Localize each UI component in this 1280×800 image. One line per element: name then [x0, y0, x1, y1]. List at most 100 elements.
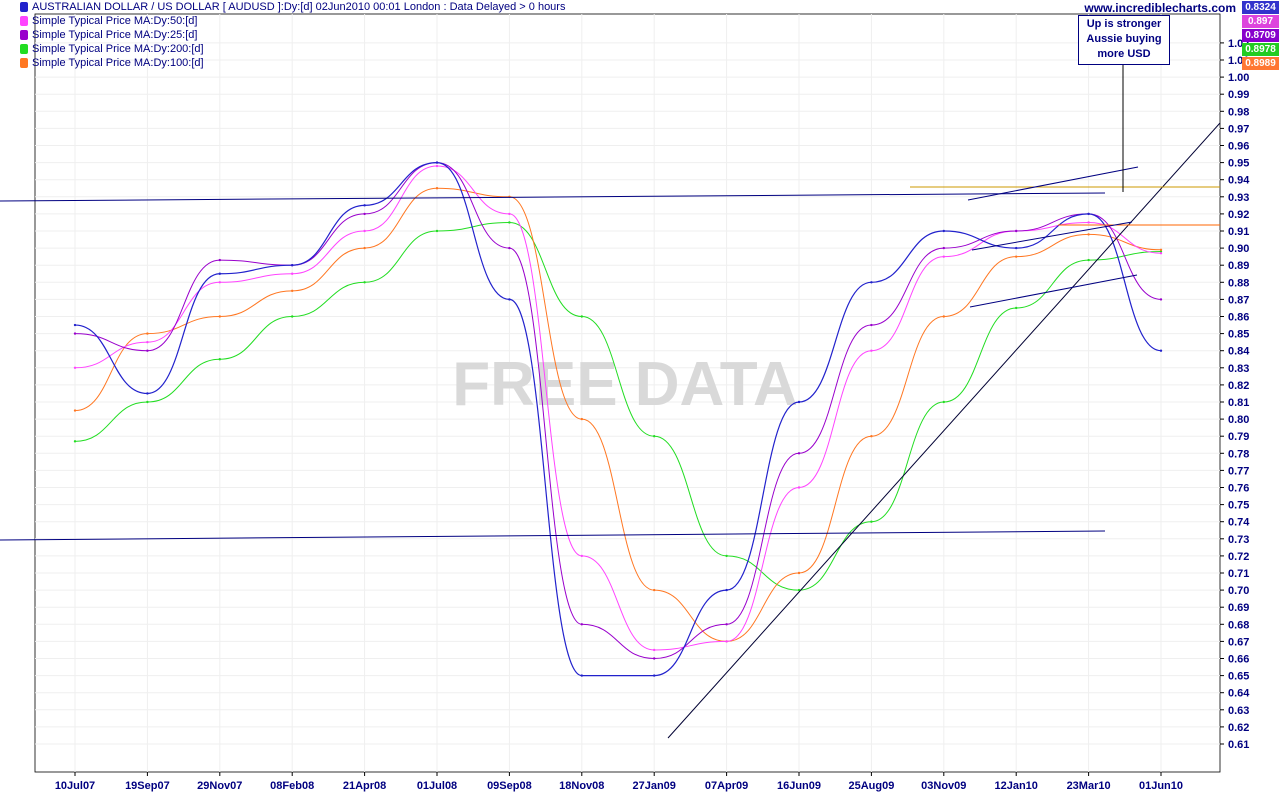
data-point — [73, 409, 77, 412]
data-point — [942, 400, 945, 404]
data-point — [73, 332, 77, 335]
x-tick-label: 07Apr09 — [705, 780, 748, 792]
x-tick-label: 25Aug09 — [848, 780, 894, 792]
y-tick-label: 0.78 — [1228, 448, 1249, 460]
data-point — [435, 187, 439, 190]
value-tag-ma25: 0.8709 — [1242, 29, 1279, 42]
x-tick-label: 01Jul08 — [417, 780, 457, 792]
x-tick-label: 12Jan10 — [994, 780, 1037, 792]
y-tick-label: 0.71 — [1228, 568, 1249, 580]
y-tick-label: 0.77 — [1228, 465, 1249, 477]
x-tick-label: 09Sep08 — [487, 780, 532, 792]
data-point — [363, 229, 366, 233]
value-tag-price: 0.8324 — [1242, 1, 1279, 14]
y-tick-label: 0.79 — [1228, 431, 1249, 443]
data-point — [435, 161, 439, 164]
legend: AUSTRALIAN DOLLAR / US DOLLAR [ AUDUSD ]… — [0, 0, 565, 70]
y-tick-label: 0.74 — [1228, 517, 1250, 529]
data-point — [73, 366, 77, 369]
data-point — [291, 289, 294, 293]
data-point — [146, 392, 149, 395]
data-point — [870, 435, 873, 438]
data-point — [291, 315, 294, 318]
trendline-channel-top — [967, 166, 1139, 201]
data-point — [653, 657, 656, 660]
data-point — [1015, 255, 1018, 258]
data-point — [508, 246, 511, 250]
legend-item-ma200: Simple Typical Price MA:Dy:200:[d] — [0, 42, 565, 56]
x-tick-label: 01Jun10 — [1139, 780, 1183, 792]
series-line-3 — [74, 187, 1162, 642]
data-point — [1159, 250, 1163, 253]
series-line-0 — [74, 161, 1162, 677]
y-tick-label: 0.69 — [1228, 602, 1249, 614]
y-tick-label: 0.65 — [1228, 671, 1249, 683]
value-tag-ma200: 0.8978 — [1242, 43, 1279, 56]
y-tick-label: 0.68 — [1228, 619, 1249, 631]
data-point — [1159, 349, 1163, 352]
data-point — [218, 281, 221, 284]
data-point — [725, 623, 728, 626]
x-tick-label: 16Jun09 — [777, 780, 821, 792]
data-point — [580, 315, 583, 318]
x-tick-label: 23Mar10 — [1067, 780, 1111, 792]
y-tick-label: 0.61 — [1228, 739, 1249, 751]
data-point — [797, 452, 801, 455]
data-point — [508, 298, 511, 301]
data-point — [508, 221, 511, 224]
annotation-line-1: Up is stronger — [1086, 18, 1162, 30]
y-tick-label: 0.84 — [1228, 346, 1250, 358]
trendline-channel-bottom — [969, 274, 1138, 308]
data-point — [580, 417, 583, 421]
legend-label-ma100: Simple Typical Price MA:Dy:100:[d] — [32, 57, 204, 69]
y-tick-label: 0.91 — [1228, 226, 1249, 238]
annotation-box: Up is stronger Aussie buying more USD — [1078, 15, 1170, 65]
y-tick-label: 0.82 — [1228, 380, 1249, 392]
data-point — [653, 674, 656, 677]
data-point — [580, 623, 583, 626]
data-point — [653, 648, 656, 652]
y-tick-label: 0.66 — [1228, 654, 1249, 666]
y-tick-label: 1.00 — [1228, 72, 1249, 84]
value-tag-ma50: 0.897 — [1242, 15, 1279, 28]
data-point — [870, 520, 873, 523]
y-tick-label: 0.70 — [1228, 585, 1249, 597]
data-point — [1087, 233, 1090, 236]
y-tick-label: 0.75 — [1228, 500, 1249, 512]
y-tick-label: 0.99 — [1228, 89, 1249, 101]
data-point — [435, 164, 439, 168]
y-tick-label: 0.94 — [1228, 175, 1250, 187]
y-tick-label: 0.72 — [1228, 551, 1249, 563]
data-point — [435, 229, 439, 233]
legend-item-ma25: Simple Typical Price MA:Dy:25:[d] — [0, 28, 565, 42]
data-point — [291, 264, 294, 267]
y-tick-label: 0.96 — [1228, 141, 1249, 153]
site-url[interactable]: www.incrediblecharts.com — [1084, 1, 1236, 15]
legend-item-ma100: Simple Typical Price MA:Dy:100:[d] — [0, 56, 565, 70]
data-point — [797, 400, 801, 404]
x-tick-label: 08Feb08 — [270, 780, 314, 792]
data-point — [1015, 306, 1018, 310]
y-tick-label: 0.88 — [1228, 277, 1249, 289]
data-point — [1159, 252, 1163, 255]
y-tick-label: 0.64 — [1228, 688, 1250, 700]
x-tick-label: 03Nov09 — [921, 780, 966, 792]
chart-title: AUSTRALIAN DOLLAR / US DOLLAR [ AUDUSD ]… — [32, 1, 566, 13]
data-point — [73, 323, 77, 327]
y-tick-label: 0.76 — [1228, 483, 1249, 495]
legend-swatch-ma100 — [20, 58, 28, 68]
legend-title-row: AUSTRALIAN DOLLAR / US DOLLAR [ AUDUSD ]… — [0, 0, 565, 14]
trendline-support-bottom — [0, 530, 1106, 541]
y-tick-label: 0.90 — [1228, 243, 1249, 255]
data-point — [146, 340, 149, 344]
data-point — [580, 554, 583, 558]
x-tick-label: 10Jul07 — [55, 780, 95, 792]
legend-swatch-ma200 — [20, 44, 28, 54]
legend-swatch-price — [20, 2, 28, 12]
x-tick-label: 27Jan09 — [632, 780, 675, 792]
data-point — [1087, 221, 1090, 224]
data-point — [218, 358, 221, 361]
data-point — [1015, 229, 1018, 233]
trendline-channel-mid — [971, 221, 1133, 251]
y-tick-label: 0.63 — [1228, 705, 1249, 717]
